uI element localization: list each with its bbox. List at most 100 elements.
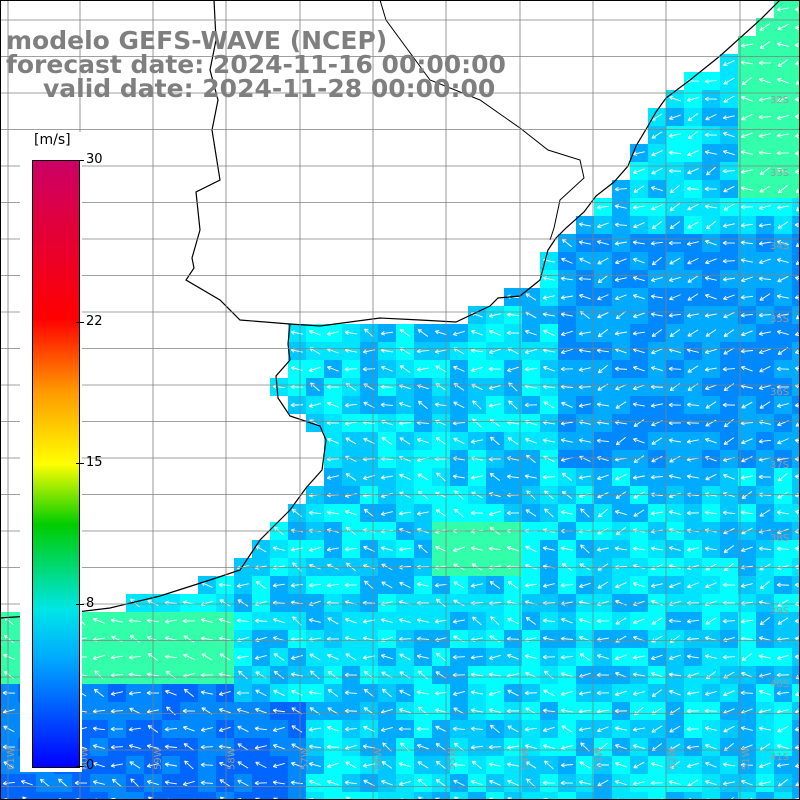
wind-arrow: [651, 329, 663, 337]
ocean-cell: [468, 792, 486, 800]
wind-arrow: [741, 330, 753, 337]
wind-arrow: [614, 510, 627, 516]
wind-arrow: [740, 169, 753, 174]
wind-arrow: [525, 509, 537, 517]
wind-arrow: [776, 313, 789, 318]
lon-label: 56W: [374, 747, 385, 770]
wind-arrow: [326, 583, 340, 588]
wind-arrow: [633, 491, 645, 499]
wind-arrow: [723, 185, 735, 193]
wind-arrow: [345, 473, 357, 481]
wind-arrow: [687, 221, 699, 229]
wind-arrow: [597, 581, 609, 589]
wind-arrow: [687, 582, 699, 589]
wind-arrow: [596, 438, 610, 444]
wind-arrow: [794, 97, 800, 102]
ocean-cell: [126, 792, 144, 800]
wind-arrow: [434, 402, 448, 407]
ocean-cell: [486, 792, 504, 800]
ocean-cell: [108, 792, 126, 800]
wind-arrow: [777, 167, 789, 174]
wind-arrow: [758, 97, 771, 102]
wind-arrow: [776, 510, 789, 515]
wind-arrow: [381, 563, 393, 571]
wind-arrow: [668, 276, 681, 282]
wind-arrow: [704, 437, 717, 444]
wind-arrow: [471, 491, 483, 499]
wind-arrow: [632, 402, 645, 407]
wind-arrow: [363, 508, 374, 518]
wind-arrow: [650, 511, 663, 516]
title-valid-date: valid date: 2024-11-28 00:00:00: [43, 74, 496, 103]
wind-arrow: [560, 330, 573, 337]
wind-arrow: [416, 582, 429, 587]
wind-arrow: [524, 583, 538, 588]
wind-arrow: [794, 276, 800, 281]
wind-arrow: [723, 437, 735, 445]
wind-arrow: [507, 437, 519, 445]
ocean-cell: [792, 378, 800, 396]
wind-arrow: [488, 403, 501, 408]
wind-arrow: [704, 367, 717, 372]
colorbar-tick-label: 30: [86, 152, 103, 167]
wind-arrow: [381, 437, 393, 445]
wind-arrow: [380, 475, 393, 480]
wind-arrow: [705, 582, 717, 589]
wind-arrow: [723, 347, 735, 355]
colorbar-tick: [76, 463, 84, 464]
lat-label: 35S: [770, 314, 789, 325]
wind-arrow: [650, 366, 663, 371]
wind-arrow: [668, 150, 682, 156]
wind-arrow: [453, 437, 465, 445]
wind-arrow: [777, 59, 789, 67]
wind-arrow: [470, 546, 483, 551]
wind-arrow: [380, 348, 394, 353]
wind-arrow: [506, 330, 520, 336]
wind-arrow: [669, 95, 681, 102]
wind-arrow: [524, 474, 537, 479]
wind-arrow: [704, 204, 717, 209]
ocean-cell: [306, 792, 324, 800]
wind-arrow: [686, 97, 699, 102]
legend-units: [m/s]: [34, 132, 71, 148]
wind-arrow: [615, 582, 627, 589]
wind-arrow: [669, 203, 681, 212]
wind-arrow: [579, 563, 591, 571]
wind-arrow: [633, 384, 645, 391]
wind-arrow: [290, 547, 303, 552]
wind-arrow: [758, 204, 771, 210]
wind-arrow: [597, 294, 609, 301]
wind-arrow: [489, 472, 501, 481]
wind-arrow: [399, 437, 411, 445]
wind-arrow: [776, 294, 789, 299]
wind-arrow: [597, 329, 609, 338]
wind-arrow: [560, 546, 573, 551]
wind-arrow: [380, 511, 393, 516]
wind-arrow: [614, 186, 628, 192]
wind-arrow: [705, 384, 717, 391]
wind-arrow: [526, 490, 536, 500]
lon-label: 54W: [521, 747, 532, 770]
wind-arrow: [597, 508, 608, 518]
wind-arrow: [578, 293, 591, 300]
wind-arrow: [740, 223, 754, 228]
wind-arrow: [344, 546, 358, 552]
wind-arrow: [596, 240, 609, 245]
wind-arrow: [597, 364, 608, 374]
wind-arrow: [794, 133, 800, 138]
wind-arrow: [758, 474, 772, 480]
wind-arrow: [794, 169, 800, 174]
wind-arrow: [399, 473, 411, 480]
ocean-cell: [162, 792, 180, 800]
wind-arrow: [687, 203, 699, 211]
wind-arrow: [560, 348, 573, 355]
ocean-cell: [792, 414, 800, 432]
ocean-cell: [594, 792, 612, 800]
lon-label: 58W: [227, 747, 238, 770]
wind-arrow: [632, 151, 645, 156]
wind-arrow: [561, 401, 573, 408]
wind-arrow: [687, 113, 699, 121]
wind-arrow: [308, 582, 322, 588]
wind-arrow: [454, 490, 464, 500]
wind-arrow: [741, 365, 753, 372]
